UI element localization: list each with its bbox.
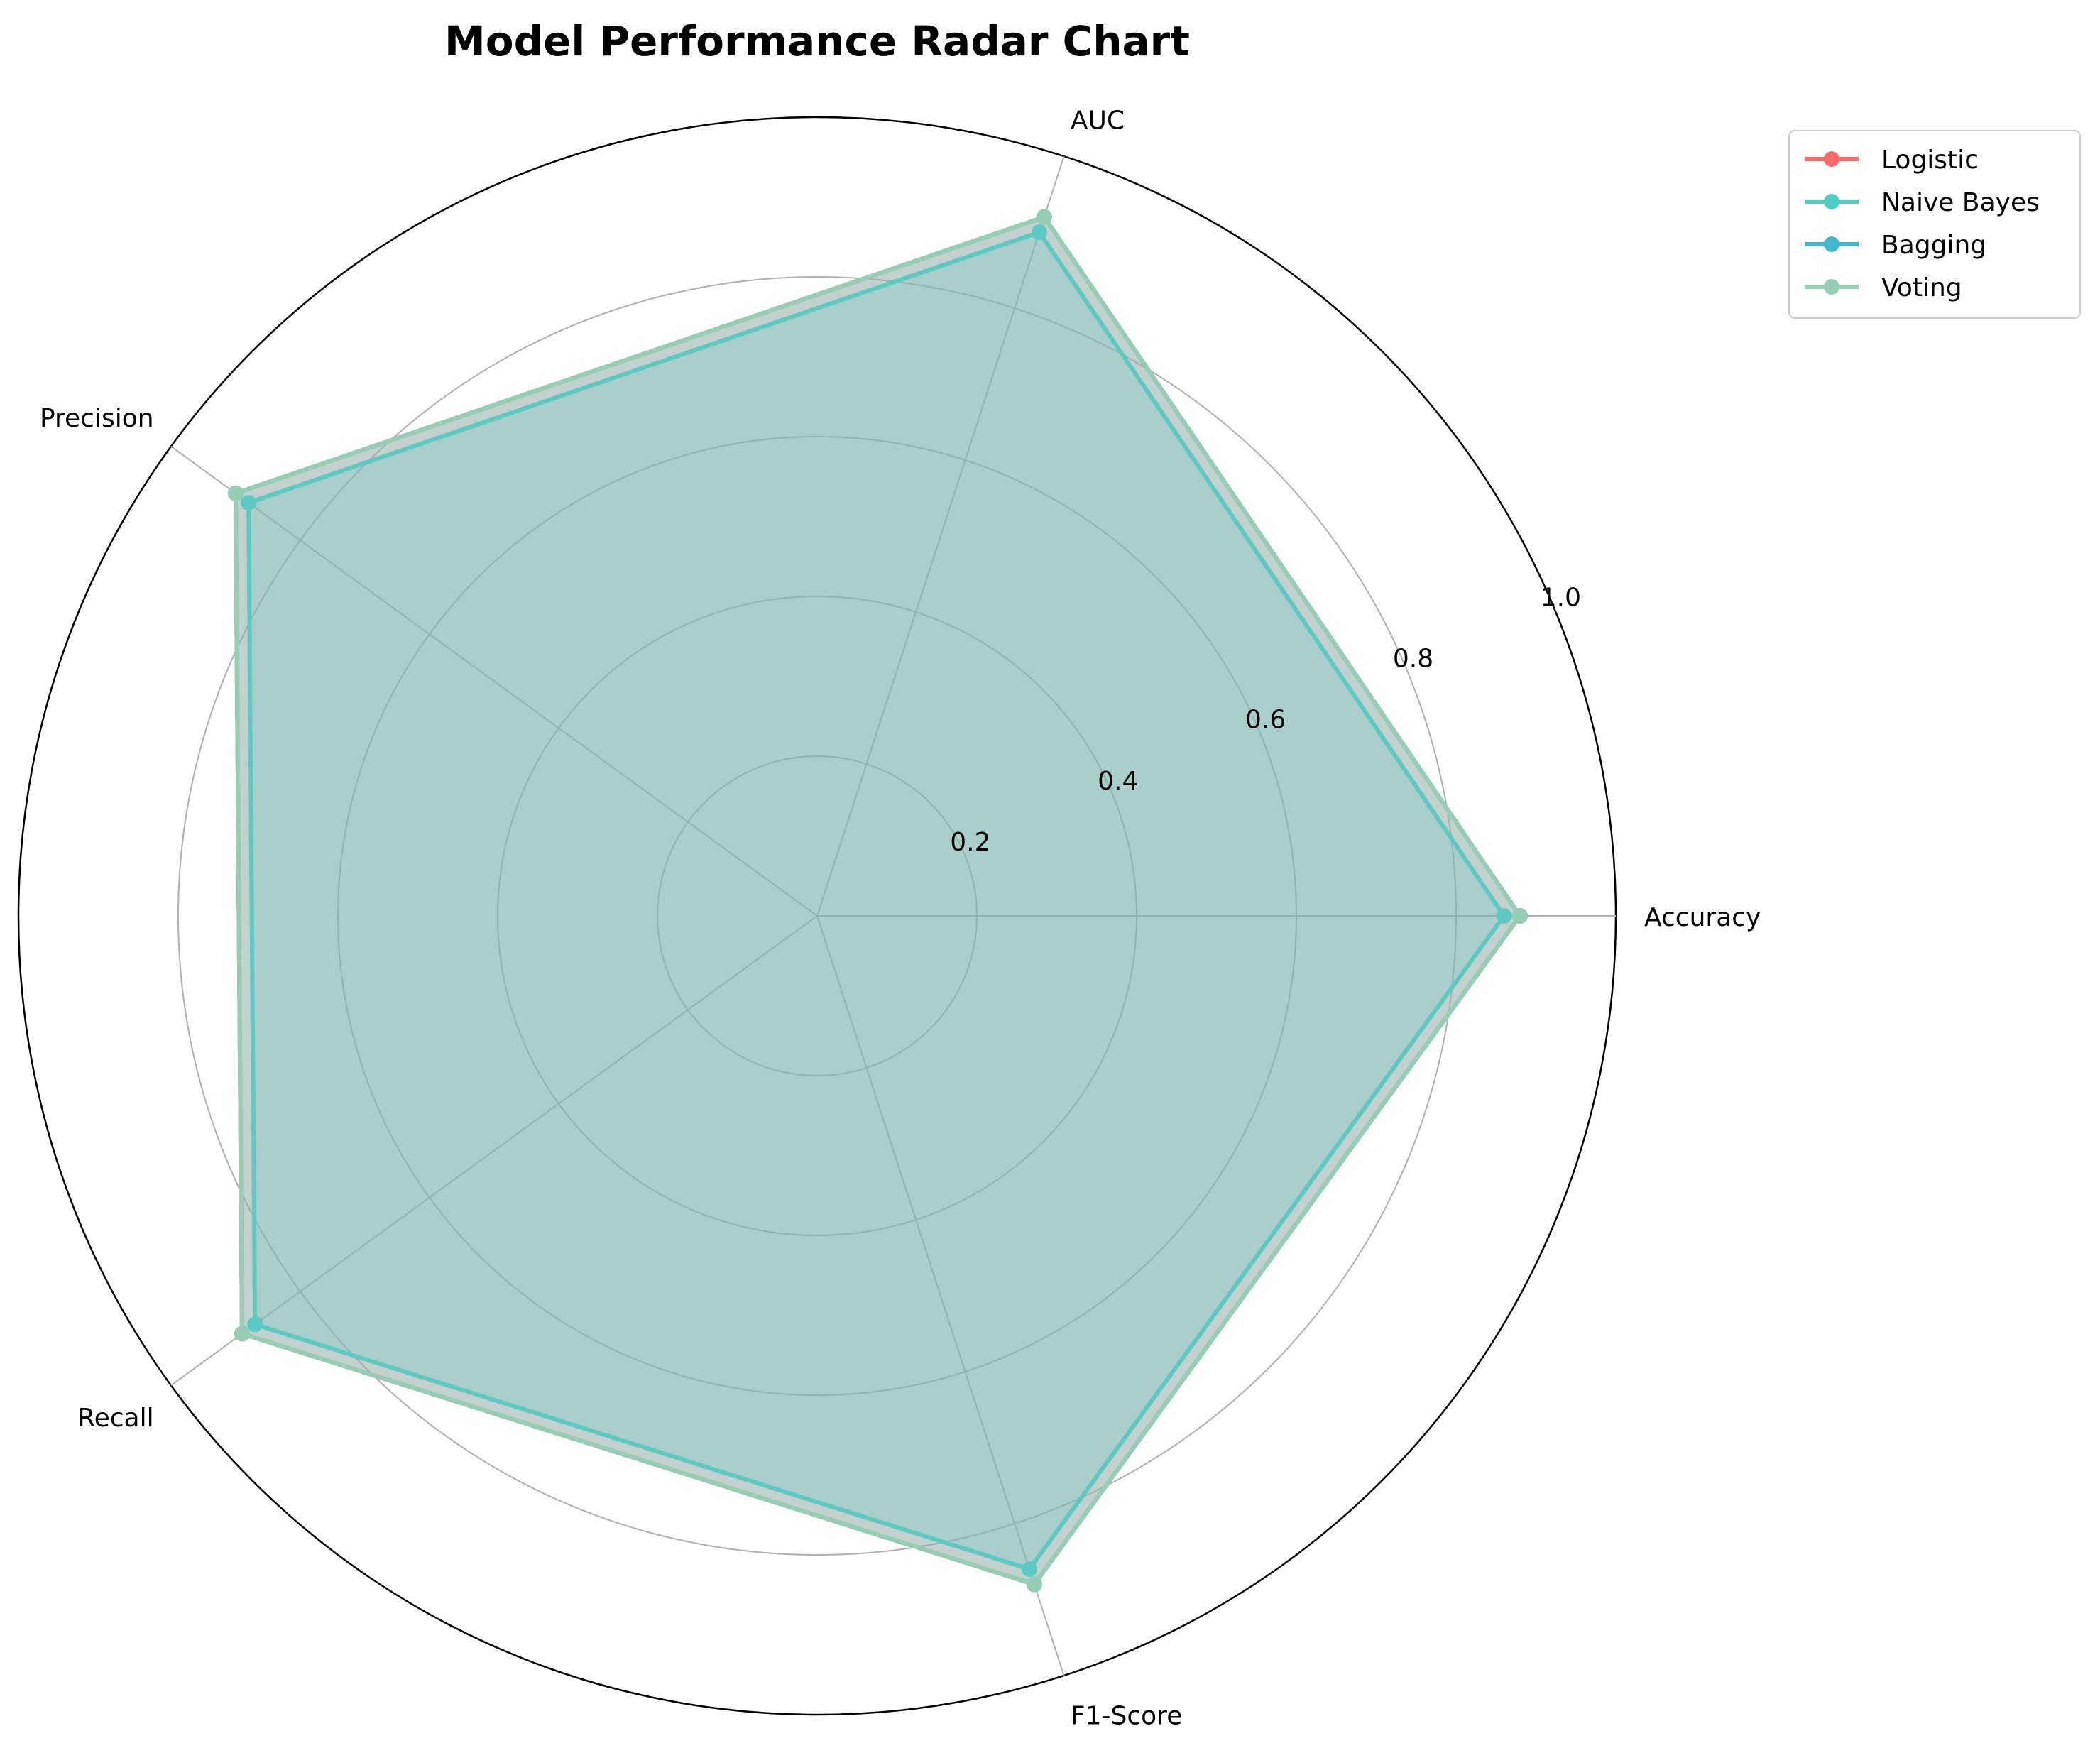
series-point [1026,1576,1042,1593]
legend: Logistic Naive Bayes Bagging Voting [1788,130,2081,319]
axis-label-auc: AUC [1071,106,1125,136]
legend-marker [1824,236,1839,252]
radar-series-layer [227,209,1528,1593]
r-tick-label: 0.8 [1393,645,1433,674]
r-tick-label: 0.6 [1245,706,1286,735]
radar-spoke [816,155,1065,917]
radar-spoke [170,445,818,917]
series-point [234,1326,250,1342]
legend-label: Logistic [1881,146,1979,175]
series-line [233,214,1522,1587]
series-line [246,230,1506,1572]
r-tick-label: 1.0 [1541,583,1581,612]
series-area [235,217,1520,1585]
axis-label-f1-score: F1-Score [1071,1701,1182,1730]
legend-item: Naive Bayes [1805,188,2040,217]
series-point [1036,209,1052,225]
series-point [241,495,257,511]
legend-item: Bagging [1805,231,1986,260]
chart-title: Model Performance Radar Chart [444,17,1190,65]
legend-label: Voting [1881,273,1962,302]
legend-label: Naive Bayes [1881,188,2040,217]
series-point [1512,908,1528,924]
axis-label-recall: Recall [77,1404,153,1433]
legend-marker [1824,194,1839,209]
series-point [1031,224,1047,241]
r-tick-label: 0.4 [1098,767,1138,796]
legend-marker [1824,151,1839,167]
series-point [1021,1561,1037,1578]
radar-grid [17,116,1617,1716]
series-point [247,1316,263,1333]
axis-label-precision: Precision [40,404,154,433]
series-area [248,232,1504,1570]
series-voting [227,209,1528,1593]
legend-item: Logistic [1805,146,1979,175]
legend-label: Bagging [1881,231,1986,260]
series-area [235,217,1520,1585]
radar-spoke [816,915,1065,1676]
series-naive-bayes [241,224,1512,1578]
radar-spoke [170,915,818,1387]
axis-label-accuracy: Accuracy [1644,903,1761,932]
series-point [1496,908,1512,924]
series-area [235,217,1520,1585]
radar-labels: Accuracy AUC Precision Recall F1-Score 0.2 0.4… [40,106,1761,1731]
r-tick-label: 0.2 [950,828,990,857]
series-point [227,485,244,501]
legend-box [1788,130,2081,319]
legend-item: Voting [1805,273,1962,302]
legend-marker [1824,279,1839,295]
